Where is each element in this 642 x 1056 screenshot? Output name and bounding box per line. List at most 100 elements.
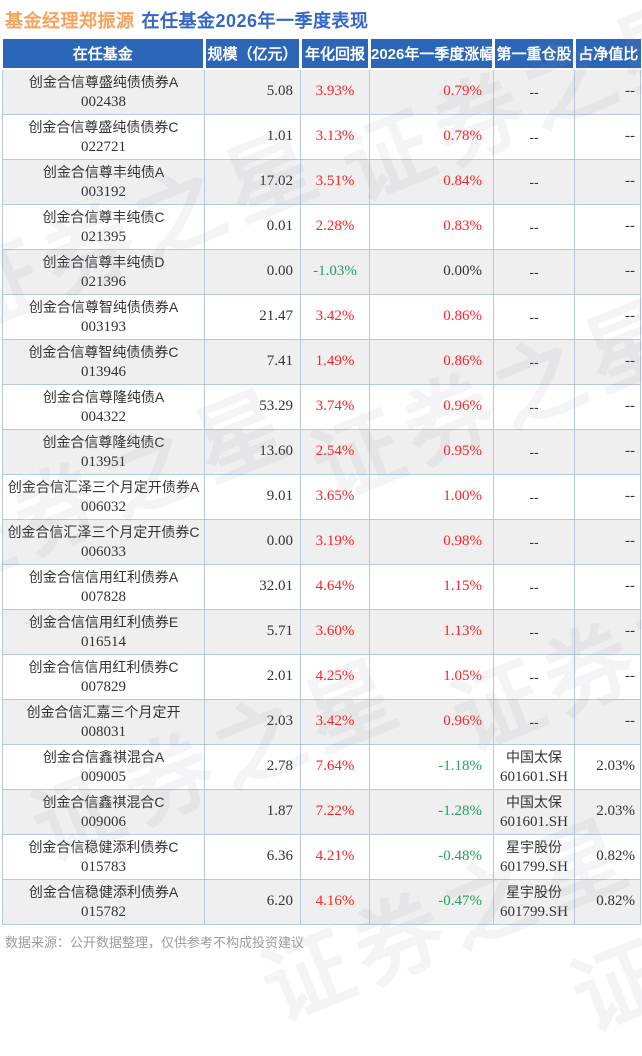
net-value-pct: -- bbox=[574, 113, 641, 160]
fund-code: 006033 bbox=[81, 543, 126, 560]
fund-code: 007828 bbox=[81, 588, 126, 605]
fund-name: 创金合信信用红利债券C bbox=[28, 658, 179, 675]
table-row: 创金合信稳健添利债券C 015783 6.36 4.21% -0.48% 星宇股… bbox=[2, 833, 641, 880]
fund-scale: 6.36 bbox=[204, 833, 301, 880]
fund-scale: 17.02 bbox=[204, 158, 301, 205]
top-holding-name: -- bbox=[529, 308, 539, 325]
q1-change: 1.05% bbox=[369, 653, 494, 700]
top-holding-cell: 星宇股份 601799.SH bbox=[493, 833, 575, 880]
annualized-return: 3.60% bbox=[300, 608, 370, 655]
fund-scale: 2.01 bbox=[204, 653, 301, 700]
fund-cell: 创金合信汇嘉三个月定开 008031 bbox=[2, 698, 205, 745]
fund-code: 003193 bbox=[81, 318, 126, 335]
table-row: 创金合信鑫祺混合C 009006 1.87 7.22% -1.28% 中国太保 … bbox=[2, 788, 641, 835]
net-value-pct: -- bbox=[574, 158, 641, 205]
top-holding-cell: -- bbox=[493, 608, 575, 655]
fund-name: 创金合信尊智纯债债券A bbox=[28, 298, 179, 315]
fund-name: 创金合信鑫祺混合C bbox=[42, 793, 165, 810]
col-header-q1-change: 2026年一季度涨幅 bbox=[368, 39, 494, 70]
q1-change: 0.86% bbox=[369, 293, 494, 340]
q1-change: 0.83% bbox=[369, 203, 494, 250]
q1-change: 1.13% bbox=[369, 608, 494, 655]
fund-name: 创金合信稳健添利债券C bbox=[28, 838, 179, 855]
table-row: 创金合信信用红利债券C 007829 2.01 4.25% 1.05% -- -… bbox=[2, 653, 641, 700]
table-row: 创金合信尊隆纯债A 004322 53.29 3.74% 0.96% -- -- bbox=[2, 383, 641, 430]
table-row: 创金合信尊隆纯债C 013951 13.60 2.54% 0.95% -- -- bbox=[2, 428, 641, 475]
net-value-pct: -- bbox=[574, 428, 641, 475]
fund-scale: 1.87 bbox=[204, 788, 301, 835]
top-holding-code: 601799.SH bbox=[500, 903, 568, 920]
fund-name: 创金合信尊丰纯债A bbox=[42, 163, 165, 180]
net-value-pct: -- bbox=[574, 338, 641, 385]
top-holding-name: 星宇股份 bbox=[506, 883, 562, 900]
fund-code: 004322 bbox=[81, 408, 126, 425]
top-holding-name: 中国太保 bbox=[506, 748, 562, 765]
annualized-return: 3.65% bbox=[300, 473, 370, 520]
top-holding-code: 601601.SH bbox=[500, 813, 568, 830]
table-row: 创金合信信用红利债券A 007828 32.01 4.64% 1.15% -- … bbox=[2, 563, 641, 610]
fund-table-body: 创金合信尊盛纯债债券A 002438 5.08 3.93% 0.79% -- -… bbox=[2, 68, 641, 925]
table-row: 创金合信尊盛纯债债券A 002438 5.08 3.93% 0.79% -- -… bbox=[2, 68, 641, 115]
top-holding-cell: -- bbox=[493, 563, 575, 610]
table-row: 创金合信汇泽三个月定开债券C 006033 0.00 3.19% 0.98% -… bbox=[2, 518, 641, 565]
fund-name: 创金合信鑫祺混合A bbox=[42, 748, 165, 765]
top-holding-name: 星宇股份 bbox=[506, 838, 562, 855]
top-holding-cell: -- bbox=[493, 383, 575, 430]
table-row: 创金合信稳健添利债券A 015782 6.20 4.16% -0.47% 星宇股… bbox=[2, 878, 641, 925]
fund-scale: 53.29 bbox=[204, 383, 301, 430]
col-header-annual: 年化回报 bbox=[299, 39, 370, 70]
fund-code: 003192 bbox=[81, 183, 126, 200]
net-value-pct: -- bbox=[574, 383, 641, 430]
annualized-return: 3.19% bbox=[300, 518, 370, 565]
q1-change: -1.18% bbox=[369, 743, 494, 790]
net-value-pct: 0.82% bbox=[574, 878, 641, 925]
net-value-pct: -- bbox=[574, 473, 641, 520]
annualized-return: -1.03% bbox=[300, 248, 370, 295]
fund-name: 创金合信尊盛纯债债券C bbox=[28, 118, 179, 135]
top-holding-name: -- bbox=[529, 623, 539, 640]
fund-scale: 7.41 bbox=[204, 338, 301, 385]
fund-code: 009005 bbox=[81, 768, 126, 785]
fund-name: 创金合信尊隆纯债A bbox=[42, 388, 165, 405]
col-header-net-pct: 占净值比 bbox=[573, 39, 641, 70]
q1-change: 0.79% bbox=[369, 68, 494, 115]
col-header-top-holding: 第一重仓股 bbox=[492, 39, 575, 70]
top-holding-cell: -- bbox=[493, 203, 575, 250]
col-header-scale: 规模（亿元） bbox=[203, 39, 301, 70]
annualized-return: 4.16% bbox=[300, 878, 370, 925]
fund-cell: 创金合信尊丰纯债C 021395 bbox=[2, 203, 205, 250]
table-row: 创金合信尊丰纯债D 021396 0.00 -1.03% 0.00% -- -- bbox=[2, 248, 641, 295]
net-value-pct: -- bbox=[574, 698, 641, 745]
fund-name: 创金合信汇嘉三个月定开 bbox=[26, 703, 181, 720]
annualized-return: 4.21% bbox=[300, 833, 370, 880]
table-row: 创金合信汇嘉三个月定开 008031 2.03 3.42% 0.96% -- -… bbox=[2, 698, 641, 745]
fund-name: 创金合信汇泽三个月定开债券A bbox=[7, 478, 200, 495]
table-row: 创金合信尊丰纯债C 021395 0.01 2.28% 0.83% -- -- bbox=[2, 203, 641, 250]
top-holding-name: -- bbox=[529, 218, 539, 235]
q1-change: 0.98% bbox=[369, 518, 494, 565]
fund-name: 创金合信尊盛纯债债券A bbox=[28, 73, 179, 90]
table-header-row: 在任基金 规模（亿元） 年化回报 2026年一季度涨幅 第一重仓股 占净值比 bbox=[2, 39, 641, 70]
annualized-return: 3.93% bbox=[300, 68, 370, 115]
fund-code: 002438 bbox=[81, 93, 126, 110]
net-value-pct: -- bbox=[574, 518, 641, 565]
top-holding-cell: 中国太保 601601.SH bbox=[493, 788, 575, 835]
page-title-manager: 基金经理郑振源 bbox=[5, 11, 135, 31]
net-value-pct: -- bbox=[574, 653, 641, 700]
top-holding-cell: 中国太保 601601.SH bbox=[493, 743, 575, 790]
table-row: 创金合信汇泽三个月定开债券A 006032 9.01 3.65% 1.00% -… bbox=[2, 473, 641, 520]
table-row: 创金合信信用红利债券E 016514 5.71 3.60% 1.13% -- -… bbox=[2, 608, 641, 655]
table-row: 创金合信鑫祺混合A 009005 2.78 7.64% -1.18% 中国太保 … bbox=[2, 743, 641, 790]
top-holding-name: -- bbox=[529, 488, 539, 505]
fund-scale: 6.20 bbox=[204, 878, 301, 925]
top-holding-cell: -- bbox=[493, 338, 575, 385]
top-holding-cell: -- bbox=[493, 158, 575, 205]
top-holding-name: -- bbox=[529, 713, 539, 730]
top-holding-cell: -- bbox=[493, 68, 575, 115]
fund-cell: 创金合信尊丰纯债D 021396 bbox=[2, 248, 205, 295]
top-holding-name: -- bbox=[529, 533, 539, 550]
fund-cell: 创金合信信用红利债券C 007829 bbox=[2, 653, 205, 700]
fund-cell: 创金合信信用红利债券A 007828 bbox=[2, 563, 205, 610]
top-holding-name: -- bbox=[529, 128, 539, 145]
fund-cell: 创金合信鑫祺混合C 009006 bbox=[2, 788, 205, 835]
